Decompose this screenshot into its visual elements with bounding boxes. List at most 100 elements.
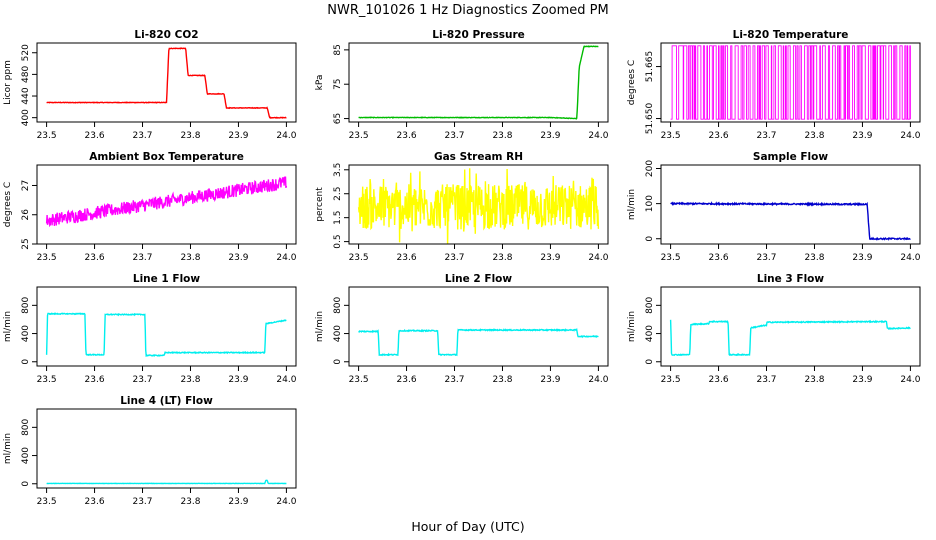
x-tick-label: 23.5 — [37, 131, 57, 141]
y-axis-label: ml/min — [315, 311, 325, 342]
y-tick-label: 1.5 — [333, 211, 343, 225]
y-tick-label: 85 — [333, 44, 343, 55]
x-tick-label: 23.8 — [180, 375, 200, 385]
panel-title: Line 1 Flow — [133, 273, 200, 285]
panel-title: Line 4 (LT) Flow — [120, 395, 213, 407]
x-tick-label: 24.0 — [588, 253, 608, 263]
x-tick-label: 23.5 — [661, 131, 681, 141]
x-tick-label: 24.0 — [276, 253, 296, 263]
x-tick-label: 23.8 — [180, 253, 200, 263]
panel-pressure: Li-820 Pressure kPa 23.5 23.6 23.7 23.8 23.9 24… — [315, 29, 609, 141]
y-tick-label: 2.5 — [333, 187, 343, 201]
y-tick-label: 400 — [21, 109, 31, 126]
series-line-ambient — [45, 176, 288, 228]
x-tick-label: 23.6 — [709, 375, 729, 385]
panel-title: Ambient Box Temperature — [89, 151, 244, 163]
y-tick-label: 0 — [333, 359, 343, 365]
x-tick-label: 23.6 — [85, 375, 105, 385]
x-tick-label: 23.5 — [37, 253, 57, 263]
panels-container: Li-820 CO2 Licor ppm 23.5 23.6 23.7 23.8 23.9 2… — [3, 29, 921, 507]
x-tick-label: 23.7 — [444, 375, 464, 385]
x-tick-label: 23.8 — [804, 253, 824, 263]
y-axis-label: percent — [315, 187, 325, 222]
y-tick-label: 200 — [645, 160, 655, 177]
x-tick-label: 23.7 — [444, 253, 464, 263]
plot-frame — [348, 286, 609, 367]
panel-line1: Line 1 Flow ml/min 23.5 23.6 23.7 23.8 23.9 24.… — [3, 273, 297, 385]
y-tick-label: 0 — [645, 359, 655, 365]
x-tick-label: 23.9 — [228, 253, 248, 263]
x-tick-label: 23.9 — [540, 253, 560, 263]
series-line-sample — [670, 201, 911, 241]
y-tick-label: 400 — [645, 325, 655, 342]
series-line-pressure — [358, 45, 599, 120]
plot-frame — [36, 286, 297, 367]
x-tick-label: 23.7 — [756, 375, 776, 385]
x-tick-label: 23.9 — [228, 497, 248, 507]
panel-title: Li-820 Temperature — [733, 29, 849, 41]
y-axis-label: ml/min — [3, 433, 13, 464]
x-tick-label: 23.8 — [492, 131, 512, 141]
x-tick-label: 23.5 — [349, 375, 369, 385]
panel-title: Line 2 Flow — [445, 273, 512, 285]
y-tick-label: 800 — [21, 296, 31, 313]
x-tick-label: 24.0 — [900, 253, 920, 263]
y-tick-label: 400 — [21, 325, 31, 342]
x-tick-label: 23.8 — [180, 497, 200, 507]
x-tick-label: 23.8 — [492, 375, 512, 385]
x-tick-label: 23.5 — [37, 375, 57, 385]
x-tick-label: 23.9 — [852, 131, 872, 141]
y-axis-label: degrees C — [627, 60, 637, 105]
x-tick-label: 23.8 — [804, 131, 824, 141]
y-tick-label: 800 — [333, 296, 343, 313]
y-tick-label: 800 — [21, 418, 31, 435]
panel-title: Li-820 CO2 — [134, 29, 198, 41]
x-tick-label: 23.8 — [180, 131, 200, 141]
plot-frame — [348, 42, 609, 123]
panel-title: Line 3 Flow — [757, 273, 824, 285]
x-tick-label: 23.5 — [661, 253, 681, 263]
x-tick-label: 24.0 — [900, 131, 920, 141]
y-axis-label: kPa — [315, 75, 325, 91]
x-tick-label: 23.6 — [397, 131, 417, 141]
y-axis-label: ml/min — [627, 311, 637, 342]
y-tick-label: 3.5 — [333, 163, 343, 177]
panel-licor_temp: Li-820 Temperature degrees C 23.5 23.6 23.7 2… — [627, 29, 921, 141]
series-line-temperature — [670, 45, 911, 120]
series-line-co2 — [46, 47, 287, 119]
y-tick-label: 75 — [333, 78, 343, 89]
x-tick-label: 23.5 — [661, 375, 681, 385]
x-tick-label: 23.7 — [756, 131, 776, 141]
y-tick-label: 0 — [21, 481, 31, 487]
figure-xlabel: Hour of Day (UTC) — [411, 519, 524, 534]
x-tick-label: 24.0 — [276, 497, 296, 507]
series-line-line-2 — [358, 327, 599, 357]
y-tick-label: 27 — [21, 180, 31, 191]
x-tick-label: 23.6 — [397, 253, 417, 263]
x-tick-label: 23.5 — [349, 131, 369, 141]
y-tick-label: 65 — [333, 113, 343, 124]
plot-frame — [660, 286, 921, 367]
x-tick-label: 23.6 — [709, 253, 729, 263]
x-tick-label: 23.6 — [397, 375, 417, 385]
x-tick-label: 23.5 — [349, 253, 369, 263]
x-tick-label: 23.7 — [132, 375, 152, 385]
panel-sample_flow: Sample Flow ml/min 23.5 23.6 23.7 23.8 23.9 24.… — [627, 151, 921, 263]
panel-line2: Line 2 Flow ml/min 23.5 23.6 23.7 23.8 23.9 24.… — [315, 273, 609, 385]
x-tick-label: 23.9 — [228, 375, 248, 385]
y-tick-label: 520 — [21, 44, 31, 61]
y-axis-label: degrees C — [3, 182, 13, 227]
panel-co2: Li-820 CO2 Licor ppm 23.5 23.6 23.7 23.8 23.9 2… — [3, 29, 297, 141]
x-tick-label: 23.9 — [540, 131, 560, 141]
x-tick-label: 24.0 — [276, 131, 296, 141]
panel-line4: Line 4 (LT) Flow ml/min 23.5 23.6 23.7 23.8 23… — [3, 395, 297, 507]
y-tick-label: 0 — [645, 236, 655, 242]
y-axis-label: ml/min — [3, 311, 13, 342]
panel-line3: Line 3 Flow ml/min 23.5 23.6 23.7 23.8 23.9 24.… — [627, 273, 921, 385]
plot-frame — [660, 42, 921, 123]
x-tick-label: 23.7 — [132, 253, 152, 263]
x-tick-label: 23.7 — [444, 131, 464, 141]
y-axis-label: ml/min — [627, 189, 637, 220]
x-tick-label: 23.5 — [37, 497, 57, 507]
